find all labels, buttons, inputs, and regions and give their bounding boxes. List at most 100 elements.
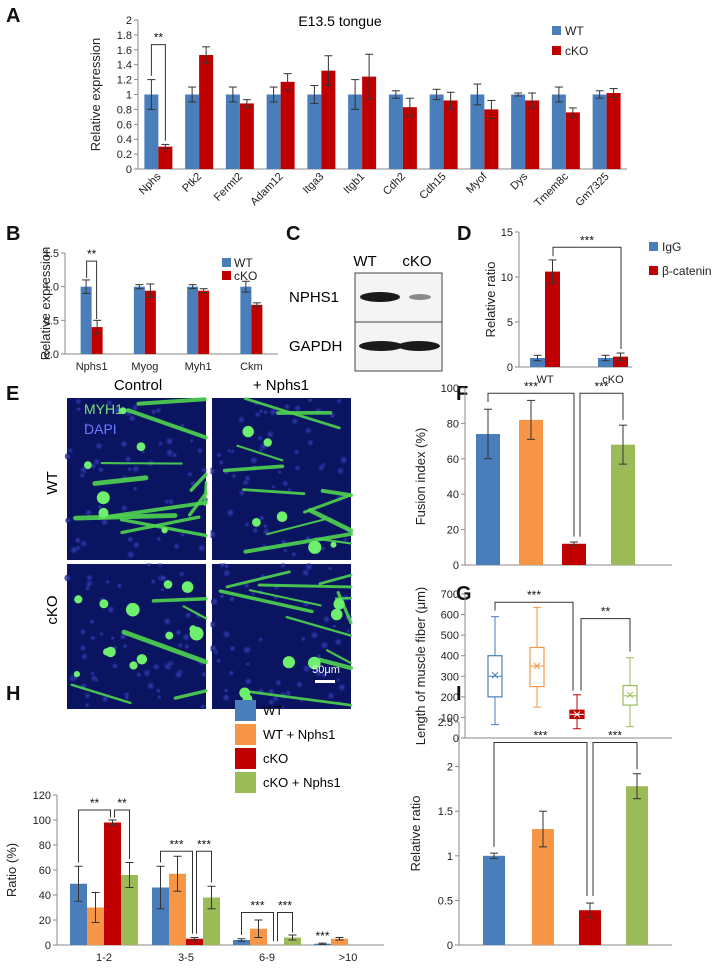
- significance-label: ***: [594, 379, 608, 393]
- bar-cko: [239, 103, 254, 169]
- western-blot: WT cKO NPHS1 GAPDH: [289, 253, 443, 372]
- bar-cko-nphs1: [626, 786, 648, 945]
- bar-cko: [484, 109, 499, 169]
- y-tick-label: 100: [33, 815, 51, 827]
- bar-cko: [362, 76, 377, 169]
- micro-col-nphs1: + Nphs1: [253, 377, 309, 394]
- y-tick-label: 15: [501, 227, 513, 239]
- chart-g: 0 100 200 300 400 500 600 700 Length of muscle f…: [413, 587, 672, 745]
- legend-swatch-cko: [222, 271, 231, 280]
- y-tick-label: 600: [441, 610, 459, 622]
- y-tick-label: 100: [441, 712, 459, 724]
- bar-wt: [429, 94, 444, 169]
- significance-label: ***: [250, 899, 264, 913]
- significance-label: ***: [533, 729, 547, 743]
- x-tick-label: Adam12: [248, 171, 285, 208]
- bar-cko: [280, 81, 295, 169]
- legend-label-beta-catenin: β-catenin: [662, 264, 712, 278]
- legend-swatch-cko: [235, 748, 256, 769]
- blot-lane-cko: cKO: [402, 253, 431, 270]
- mean-marker: [573, 710, 581, 718]
- bar-wt: [70, 883, 87, 945]
- bar-cko: [104, 822, 121, 945]
- bar-cko: [198, 290, 210, 354]
- band-gapdh-cko: [398, 341, 440, 351]
- y-tick-label: 1.8: [117, 30, 132, 42]
- legend-label-cko: cKO: [565, 44, 588, 58]
- y-tick-label: 1.5: [44, 248, 59, 260]
- significance-label: **: [90, 796, 100, 810]
- significance-bracket: [150, 44, 166, 141]
- legend-label-wt: WT: [565, 24, 584, 38]
- significance-label: ***: [608, 729, 622, 743]
- significance-bracket: [487, 392, 575, 537]
- legend-main: WT WT + Nphs1 cKO cKO + Nphs1: [235, 700, 341, 793]
- significance-bracket: [277, 912, 293, 942]
- y-tick-label: 1.2: [117, 75, 132, 87]
- blot-row-gapdh: GAPDH: [289, 338, 342, 355]
- y-tick-label: 0: [453, 560, 459, 572]
- y-tick-label: 80: [447, 418, 459, 430]
- bar-wt: [187, 286, 199, 354]
- legend-swatch-cko-nphs1: [235, 772, 256, 793]
- bar-beta-catenin: [545, 271, 560, 367]
- x-tick-label: Cdh2: [381, 171, 408, 198]
- x-tick-label: Fermt2: [212, 171, 245, 204]
- bar-wt: [152, 887, 169, 945]
- bar-wt: [225, 94, 240, 169]
- y-tick-label: 80: [39, 840, 51, 852]
- microscopy-grid: Control + Nphs1 WT cKO MYH1 DAPI 50μm: [44, 377, 354, 710]
- y-tick-label: 0: [45, 940, 51, 952]
- y-tick-label: 0.5: [438, 895, 453, 907]
- legend-swatch-wt: [235, 700, 256, 721]
- bar-cko-nphs1: [203, 897, 220, 945]
- mean-marker: [626, 691, 634, 699]
- bar-cko: [158, 146, 173, 169]
- legend-label-wt-nphs1: WT + Nphs1: [263, 727, 335, 742]
- legend-swatch-beta-catenin: [649, 266, 658, 275]
- bar-cko: [443, 100, 458, 169]
- y-tick-label: 120: [33, 790, 51, 802]
- y-tick-label: 60: [39, 865, 51, 877]
- y-tick-label: 1.6: [117, 45, 132, 57]
- panel-label-i: I: [456, 683, 462, 705]
- bar-cko-nphs1: [611, 444, 635, 565]
- bar-cko: [321, 70, 336, 169]
- x-tick-label: Ckm: [240, 361, 263, 373]
- y-tick-label: 700: [441, 589, 459, 601]
- y-tick-label: 20: [447, 525, 459, 537]
- chart-a: 0 0.2 0.4 0.6 0.8 1 1.2 1.4 1.6 1.8 2 Relative expr…: [88, 13, 627, 209]
- blot-lane-wt: WT: [353, 253, 376, 270]
- bar-wt: [511, 94, 526, 169]
- bar-cko: [562, 543, 586, 565]
- bar-wt: [266, 94, 281, 169]
- bar-wt: [388, 94, 403, 169]
- y-tick-label: 400: [441, 651, 459, 663]
- y-tick-label: 0: [507, 362, 513, 374]
- bar-wt-nphs1: [519, 419, 543, 565]
- bar-wt: [185, 94, 200, 169]
- significance-bracket: [86, 260, 98, 319]
- significance-label: **: [87, 247, 97, 261]
- significance-label: ***: [315, 929, 329, 943]
- bar-cko: [199, 55, 214, 169]
- x-tick-label: Myof: [464, 170, 490, 196]
- mean-marker: [533, 662, 541, 670]
- bar-wt: [133, 286, 145, 354]
- significance-bracket: [592, 742, 638, 896]
- bar-cko: [579, 910, 601, 945]
- bar-wt: [592, 94, 607, 169]
- panel-label-a: A: [6, 5, 20, 27]
- x-tick-label: 3-5: [178, 952, 194, 964]
- tile-cko-control: [64, 562, 209, 710]
- panel-label-d: D: [457, 223, 471, 245]
- y-tick-label: 1.5: [438, 806, 453, 818]
- micro-col-control: Control: [114, 377, 162, 394]
- y-tick-label: 200: [441, 692, 459, 704]
- bar-igg: [530, 358, 545, 367]
- chart-d: 0 5 10 15 Relative ratio WT cKO *** IgG β-catenin: [483, 227, 712, 386]
- y-tick-label: 5: [507, 317, 513, 329]
- scale-bar: [315, 680, 335, 683]
- stain-label-myh1: MYH1: [84, 401, 123, 417]
